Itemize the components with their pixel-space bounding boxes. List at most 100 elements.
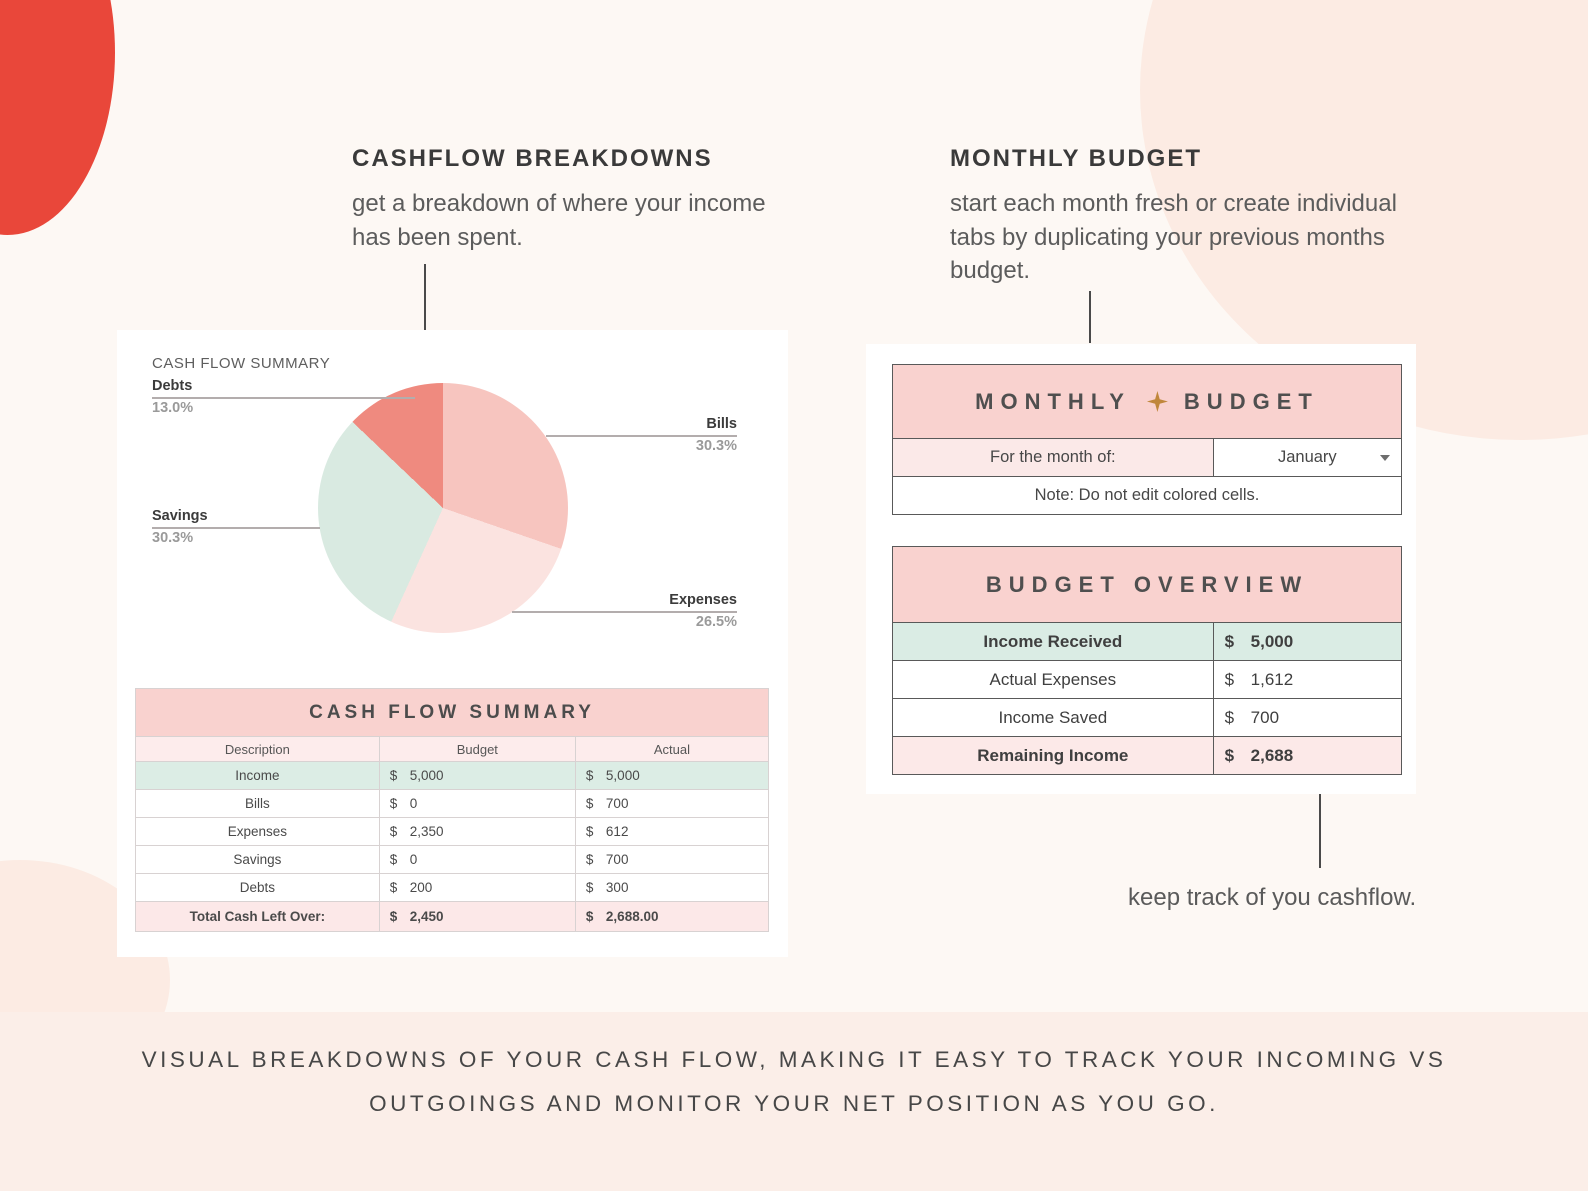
- callout-savings: Savings 30.3%: [152, 508, 208, 546]
- currency-symbol: $: [585, 768, 594, 783]
- left-heading: CASHFLOW BREAKDOWNS: [352, 145, 713, 172]
- monthly-title-left: MONTHLY: [975, 388, 1131, 414]
- callout-expenses-name: Expenses: [669, 592, 737, 608]
- budget-cell: $200: [378, 873, 576, 902]
- month-value: January: [1277, 448, 1337, 466]
- actual-cell: $700: [574, 845, 770, 874]
- leader-line-bills: [546, 435, 737, 437]
- currency-symbol: $: [1224, 745, 1235, 765]
- column-header-description: Description: [135, 736, 380, 762]
- chart-title: CASH FLOW SUMMARY: [152, 355, 331, 372]
- budget-overview-table: BUDGET OVERVIEW Income Received $5,000 A…: [892, 546, 1403, 775]
- callout-bills-name: Bills: [706, 416, 737, 432]
- monthly-budget-table: MONTHLY BUDGET For the month of: January…: [892, 364, 1403, 515]
- callout-debts-name: Debts: [152, 378, 193, 394]
- bottom-banner: [0, 1012, 1588, 1191]
- currency-symbol: $: [585, 909, 594, 924]
- currency-symbol: $: [389, 880, 398, 895]
- actual-cell: $300: [574, 873, 770, 902]
- budget-value: 0: [409, 852, 418, 867]
- budget-card: MONTHLY BUDGET For the month of: January…: [866, 344, 1416, 794]
- month-dropdown[interactable]: January: [1212, 438, 1403, 477]
- callout-bills: Bills 30.3%: [589, 416, 737, 454]
- budget-cell: $0: [378, 845, 576, 874]
- callout-debts: Debts 13.0%: [152, 378, 193, 416]
- currency-symbol: $: [585, 824, 594, 839]
- currency-symbol: $: [389, 824, 398, 839]
- banner-line-1: VISUAL BREAKDOWNS OF YOUR CASH FLOW, MAK…: [141, 1047, 1447, 1072]
- column-header-actual: Actual: [574, 736, 770, 762]
- budget-value: 2,350: [409, 824, 444, 839]
- currency-symbol: $: [389, 852, 398, 867]
- table-row-bills: Bills $0 $700: [135, 789, 770, 818]
- leader-line-debts: [152, 397, 415, 399]
- overview-row-actual-expenses: Actual Expenses $1,612: [892, 660, 1403, 699]
- banner-line-2: OUTGOINGS AND MONITOR YOUR NET POSITION …: [369, 1091, 1219, 1116]
- banner-text: VISUAL BREAKDOWNS OF YOUR CASH FLOW, MAK…: [0, 1047, 1588, 1135]
- currency-symbol: $: [585, 852, 594, 867]
- total-budget-value: 2,450: [409, 909, 444, 924]
- monthly-title-right: BUDGET: [1183, 388, 1319, 414]
- callout-expenses-pct: 26.5%: [695, 614, 737, 630]
- budget-cell: $2,350: [378, 817, 576, 846]
- table-row-expenses: Expenses $2,350 $612: [135, 817, 770, 846]
- callout-bills-pct: 30.3%: [695, 438, 737, 454]
- table-row-debts: Debts $200 $300: [135, 873, 770, 902]
- row-label: Income: [135, 761, 380, 790]
- callout-expenses: Expenses 26.5%: [589, 592, 737, 630]
- pie-chart: [318, 383, 568, 633]
- total-budget-cell: $2,450: [378, 901, 576, 932]
- column-header-budget: Budget: [378, 736, 576, 762]
- budget-value: 0: [409, 796, 418, 811]
- diamond-icon: [1146, 391, 1168, 412]
- leader-line-expenses: [512, 611, 737, 613]
- month-label-cell: For the month of:: [892, 438, 1214, 477]
- currency-symbol: $: [585, 880, 594, 895]
- cashflow-card: CASH FLOW SUMMARY Debts 13.0% Bills 30.3…: [117, 330, 788, 957]
- row-label: Bills: [135, 789, 380, 818]
- connector-line-right: [1089, 291, 1091, 343]
- currency-symbol: $: [389, 909, 398, 924]
- overview-value: 1,612: [1250, 669, 1294, 689]
- callout-savings-name: Savings: [152, 508, 208, 524]
- left-intro: CASHFLOW BREAKDOWNS get a breakdown of w…: [352, 145, 792, 254]
- right-heading: MONTHLY BUDGET: [950, 145, 1203, 172]
- actual-cell: $5,000: [574, 761, 770, 790]
- budget-cell: $0: [378, 789, 576, 818]
- total-actual-value: 2,688.00: [605, 909, 659, 924]
- overview-label: Remaining Income: [892, 736, 1214, 775]
- currency-symbol: $: [1224, 631, 1235, 651]
- dropdown-caret-icon: [1380, 454, 1390, 461]
- overview-value-cell: $1,612: [1212, 660, 1403, 699]
- table-row-savings: Savings $0 $700: [135, 845, 770, 874]
- cashflow-column-header-row: Description Budget Actual: [135, 736, 770, 762]
- overview-label: Income Received: [892, 622, 1214, 661]
- callout-debts-pct: 13.0%: [152, 400, 194, 416]
- leader-line-savings: [152, 527, 320, 529]
- connector-line-bottom: [1319, 794, 1321, 868]
- row-label: Savings: [135, 845, 380, 874]
- actual-value: 5,000: [605, 768, 640, 783]
- table-row-income: Income $5,000 $5,000: [135, 761, 770, 790]
- right-intro: MONTHLY BUDGET start each month fresh or…: [950, 145, 1430, 288]
- overview-row-income-received: Income Received $5,000: [892, 622, 1403, 661]
- overview-row-income-saved: Income Saved $700: [892, 698, 1403, 737]
- overview-value: 700: [1250, 707, 1280, 727]
- cashflow-table-title: CASH FLOW SUMMARY: [135, 688, 769, 737]
- currency-symbol: $: [1224, 669, 1235, 689]
- budget-value: 5,000: [409, 768, 444, 783]
- right-description: start each month fresh or create individ…: [950, 190, 1397, 285]
- overview-value-cell: $2,688: [1212, 736, 1403, 775]
- actual-value: 300: [605, 880, 629, 895]
- overview-label: Actual Expenses: [892, 660, 1214, 699]
- actual-value: 612: [605, 824, 629, 839]
- overview-value: 2,688: [1250, 745, 1294, 765]
- actual-cell: $700: [574, 789, 770, 818]
- note-cell: Note: Do not edit colored cells.: [892, 476, 1402, 515]
- actual-value: 700: [605, 796, 629, 811]
- overview-label: Income Saved: [892, 698, 1214, 737]
- cashflow-caption: keep track of you cashflow.: [1128, 884, 1417, 911]
- cashflow-summary-table: CASH FLOW SUMMARY Description Budget Act…: [135, 688, 770, 932]
- monthly-budget-header: MONTHLY BUDGET: [892, 364, 1402, 439]
